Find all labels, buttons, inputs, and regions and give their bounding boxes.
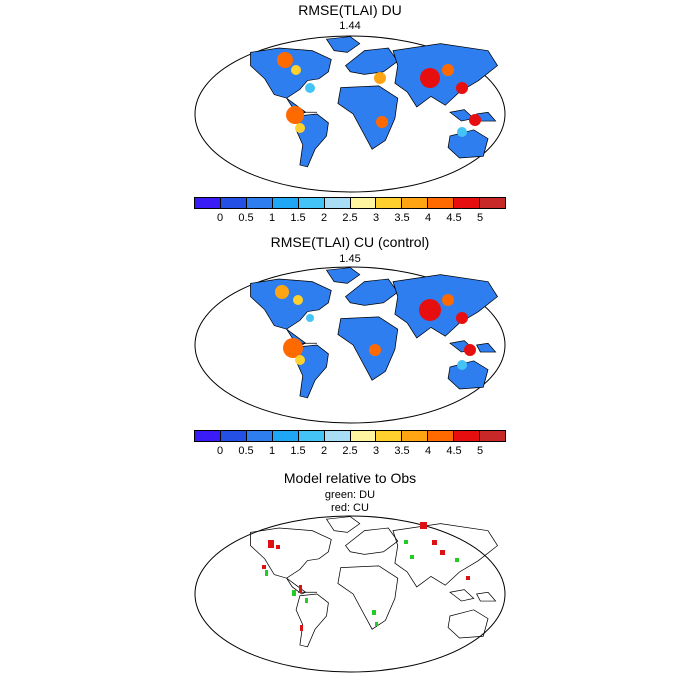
cb1-swatch [454,198,481,208]
cb1-swatch [350,198,377,208]
colorbar-tick-label: 3 [372,212,380,224]
cb2-swatch [324,431,351,441]
colorbar-tick-label: 5 [476,445,484,457]
cb1-swatch [298,198,325,208]
colorbar-tick-label: 2.5 [342,212,358,224]
colorbar-tick-label: 1.5 [290,212,306,224]
colorbar-1 [194,197,506,209]
colorbar-tick-label: 1 [268,445,276,457]
colorbar-tick-label: 2 [320,445,328,457]
panel3-map [194,515,506,673]
colorbar-tick-label: 0.5 [238,212,254,224]
panel1-title: RMSE(TLAI) DU [298,2,402,18]
panel3-markers [262,522,470,631]
colorbar-tick-label: 4.5 [446,212,462,224]
cb2-swatch [480,431,506,441]
colorbar-tick-label: 4 [424,212,432,224]
cb2-swatch [402,431,429,441]
cb2-swatch [454,431,481,441]
colorbar-tick-label: 1 [268,212,276,224]
cb2-swatch [298,431,325,441]
colorbar-tick-label: 2 [320,212,328,224]
cb1-swatch [220,198,247,208]
panel1-hotspots [277,52,481,137]
cb1-swatch [246,198,273,208]
colorbar-tick-label: 2.5 [342,445,358,457]
cb2-swatch [376,431,403,441]
cb2-swatch [195,431,221,441]
panel2-hotspots [275,285,476,370]
cb1-swatch [272,198,299,208]
colorbar-2 [194,430,506,442]
cb1-swatch [324,198,351,208]
cb2-swatch [220,431,247,441]
colorbar-tick-label: 4 [424,445,432,457]
panel1-global-mean: 1.44 [339,20,361,32]
cb1-swatch [480,198,506,208]
cb2-swatch [428,431,455,441]
panel2-title: RMSE(TLAI) CU (control) [270,234,430,250]
cb1-swatch [402,198,429,208]
colorbar-tick-label: 0 [216,212,224,224]
colorbar-tick-label: 0 [216,445,224,457]
cb2-swatch [350,431,377,441]
cb2-swatch [246,431,273,441]
colorbar-tick-label: 3 [372,445,380,457]
colorbar-tick-label: 3.5 [394,212,410,224]
colorbar-tick-label: 3.5 [394,445,410,457]
cb1-swatch [195,198,221,208]
colorbar-tick-label: 4.5 [446,445,462,457]
panel3-legend-red: red: CU [331,502,369,514]
panel1-map [194,35,506,193]
colorbar-tick-label: 1.5 [290,445,306,457]
panel2-global-mean: 1.45 [339,253,361,265]
panel3-title: Model relative to Obs [283,470,417,486]
cb2-swatch [272,431,299,441]
cb1-swatch [428,198,455,208]
colorbar-tick-label: 0.5 [238,445,254,457]
cb1-swatch [376,198,403,208]
panel3-legend-green: green: DU [324,489,376,501]
panel2-map [194,266,506,424]
colorbar-tick-label: 5 [476,212,484,224]
